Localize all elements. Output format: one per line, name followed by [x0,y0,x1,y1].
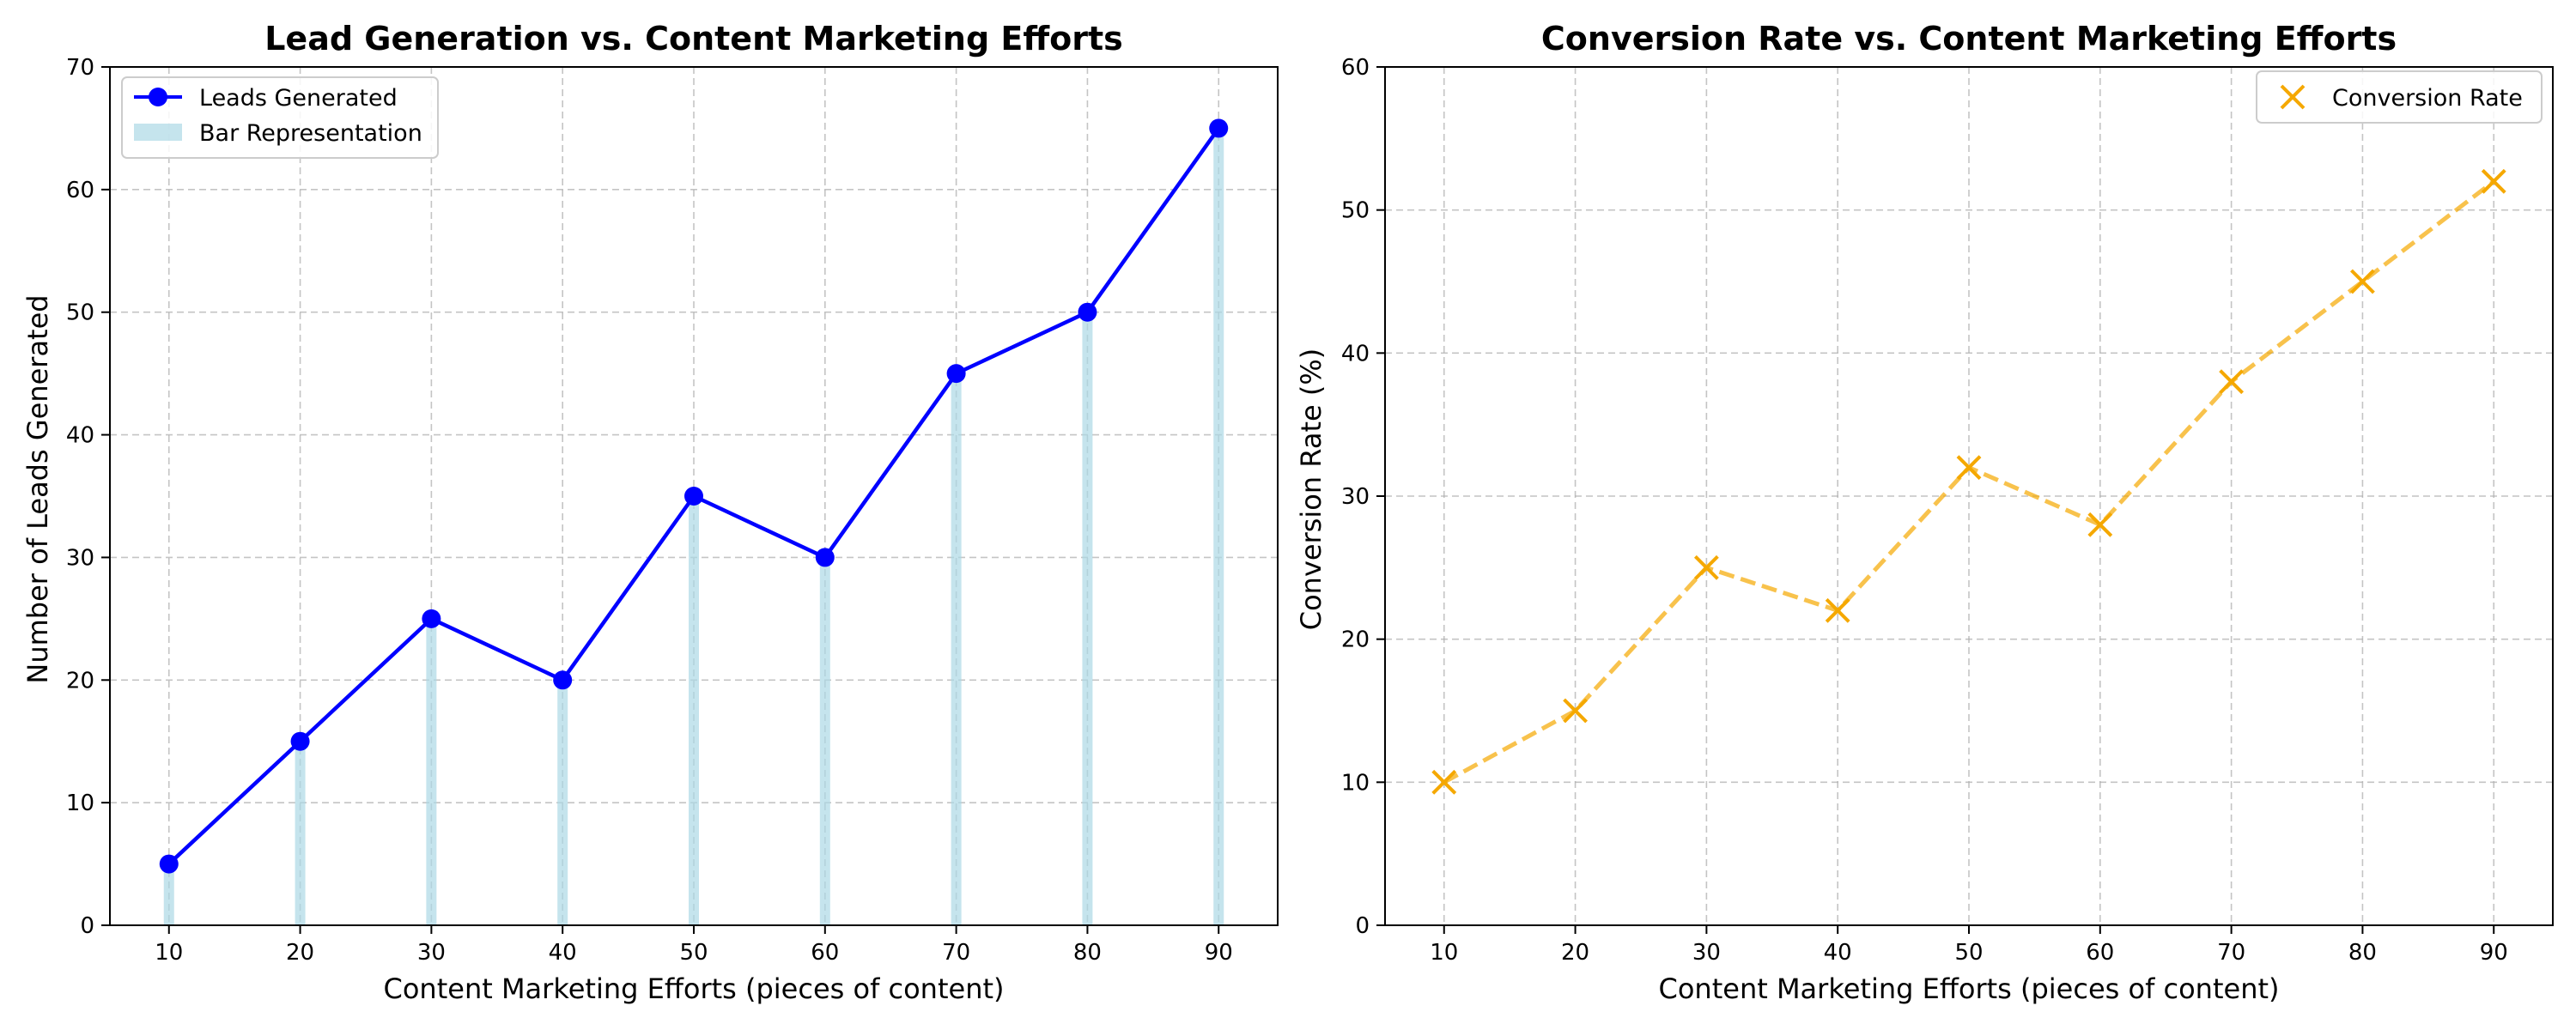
conversion-chart: Conversion Rate vs. Content Marketing Ef… [1295,20,2554,1005]
leads-chart: Lead Generation vs. Content Marketing Ef… [21,20,1279,1005]
leads-data-point [422,609,441,628]
x-tick-label: 70 [2217,940,2245,966]
y-tick-label: 40 [66,423,94,449]
conversion-data-point [1693,554,1719,580]
x-tick-label: 60 [811,940,839,966]
legend-circle-marker [149,88,167,106]
conversion-data-point [1956,455,1982,481]
x-tick-label: 60 [2086,940,2114,966]
conversion-data-point [2219,369,2245,395]
x-tick-label: 20 [1561,940,1589,966]
conversion-data-point [2350,269,2375,294]
bar [1213,128,1224,925]
conversion-data-point [2481,168,2506,194]
x-tick-label: 50 [679,940,708,966]
conversion-chart-title: Conversion Rate vs. Content Marketing Ef… [1541,20,2397,58]
y-tick-label: 50 [66,300,94,326]
conversion-chart-x-axis-label: Content Marketing Efforts (pieces of con… [1659,972,2280,1005]
x-tick-label: 90 [2480,940,2508,966]
leads-data-point [290,731,310,751]
leads-chart-x-axis-label: Content Marketing Efforts (pieces of con… [384,972,1005,1005]
legend-frame [121,76,439,159]
y-tick-label: 20 [1341,627,1370,653]
legend-label-conversion: Conversion Rate [2332,85,2523,112]
legend-label-bars: Bar Representation [199,120,422,147]
x-tick-label: 10 [1430,940,1458,966]
x-tick-label: 20 [286,940,314,966]
leads-data-point [553,670,573,690]
leads-chart-legend: Leads Generated Bar Representation [121,76,439,159]
y-tick-label: 0 [80,913,94,939]
leads-data-point [946,364,966,384]
bar [557,680,568,925]
leads-chart-y-axis-label: Number of Leads Generated [21,294,54,683]
conversion-data-point [1825,597,1850,623]
x-tick-label: 90 [1205,940,1233,966]
y-tick-label: 0 [1355,913,1370,939]
legend-label-leads: Leads Generated [199,85,398,112]
x-tick-label: 40 [1824,940,1852,966]
bar [295,741,306,925]
bar [951,373,962,926]
leads-data-point [159,854,179,874]
bar [163,863,174,925]
y-tick-label: 60 [1341,55,1370,81]
x-tick-label: 30 [1692,940,1721,966]
y-tick-label: 10 [66,791,94,816]
bar [1082,312,1093,925]
leads-data-point [1209,118,1229,138]
conversion-chart-y-axis-label: Conversion Rate (%) [1295,348,1327,631]
x-tick-label: 50 [1954,940,1983,966]
conversion-data-point [1563,698,1588,724]
y-tick-label: 60 [66,178,94,203]
y-tick-label: 70 [66,55,94,81]
leads-data-point [1078,302,1097,322]
y-tick-label: 30 [66,545,94,571]
x-tick-label: 40 [549,940,577,966]
x-tick-label: 80 [1073,940,1102,966]
y-tick-label: 10 [1341,770,1370,796]
y-tick-label: 30 [1341,484,1370,510]
bar [426,618,437,925]
leads-data-point [815,548,835,567]
y-tick-label: 50 [1341,198,1370,224]
legend-frame [2256,70,2543,124]
leads-chart-title: Lead Generation vs. Content Marketing Ef… [264,20,1123,58]
x-tick-label: 10 [155,940,183,966]
bar [819,557,830,925]
conversion-chart-legend: Conversion Rate [2256,70,2543,124]
bar [689,496,699,925]
y-tick-label: 40 [1341,341,1370,367]
legend-x-marker [2280,84,2306,110]
x-tick-label: 70 [942,940,970,966]
conversion-data-point [2087,512,2113,537]
leads-data-point [684,487,703,506]
conversion-data-point [1431,769,1457,795]
legend-bar-swatch [134,124,182,141]
y-tick-label: 20 [66,668,94,694]
x-tick-label: 80 [2348,940,2377,966]
x-tick-label: 30 [417,940,446,966]
